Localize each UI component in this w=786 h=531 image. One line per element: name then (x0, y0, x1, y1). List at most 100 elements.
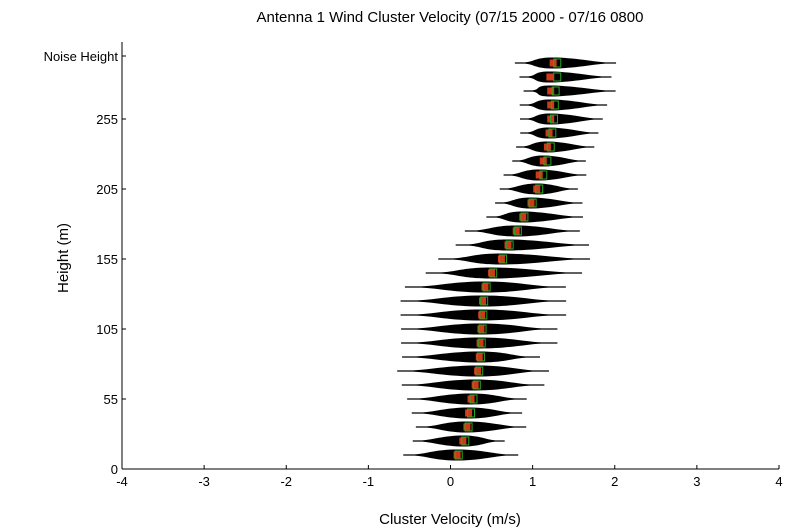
median-marker (465, 409, 473, 417)
distribution-body (446, 253, 582, 265)
x-tick-label: -1 (363, 474, 375, 489)
distribution-body (524, 113, 599, 125)
median-marker (467, 395, 475, 403)
mean-marker (543, 156, 552, 166)
distribution-band (401, 323, 558, 335)
distribution-band (401, 337, 558, 349)
median-marker (459, 437, 467, 445)
median-marker (512, 227, 520, 235)
median-marker (471, 381, 479, 389)
distribution-band (411, 407, 523, 419)
median-marker (519, 213, 527, 221)
median-marker (476, 339, 484, 347)
distribution-body (409, 351, 533, 363)
mean-marker (454, 450, 463, 460)
median-marker (474, 367, 482, 375)
distribution-body (507, 169, 582, 181)
mean-marker (546, 142, 555, 152)
mean-marker (553, 72, 562, 82)
median-marker (527, 199, 535, 207)
distribution-body (405, 365, 541, 377)
distribution-body (516, 155, 582, 167)
distribution-band (519, 113, 603, 125)
distribution-body (434, 267, 574, 279)
mean-marker (520, 212, 529, 222)
mean-marker (539, 170, 548, 180)
y-tick-label: 105 (96, 322, 118, 337)
distribution-band (523, 85, 616, 97)
distribution-band (438, 253, 591, 265)
x-tick-label: -3 (198, 474, 210, 489)
mean-marker (475, 366, 484, 376)
y-axis-label: Height (m) (55, 223, 72, 293)
median-marker (478, 311, 486, 319)
median-marker (479, 297, 487, 305)
distribution-band (415, 421, 527, 433)
median-marker (546, 73, 554, 81)
distribution-body (520, 57, 611, 69)
y-tick-label: 205 (96, 182, 118, 197)
x-axis-label: Cluster Velocity (m/s) (379, 511, 521, 528)
x-tick-label: 3 (693, 474, 700, 489)
distribution-band (400, 309, 567, 321)
mean-marker (464, 422, 473, 432)
x-tick-label: 2 (611, 474, 618, 489)
chart-title: Antenna 1 Wind Cluster Velocity (07/15 2… (257, 9, 644, 26)
median-marker (504, 241, 512, 249)
distribution-band (455, 239, 590, 251)
y-tick-label: 255 (96, 112, 118, 127)
median-marker (533, 185, 541, 193)
median-marker (463, 423, 471, 431)
mean-marker (461, 436, 470, 446)
median-marker (547, 87, 555, 95)
mean-marker (551, 86, 560, 96)
median-marker (535, 171, 543, 179)
distribution-band (402, 351, 541, 363)
y-tick-label: 55 (104, 392, 118, 407)
y-tick-label: Noise Height (44, 49, 119, 64)
mean-marker (469, 394, 478, 404)
distribution-band (401, 379, 545, 391)
y-tick-label: 155 (96, 252, 118, 267)
distribution-band (499, 183, 578, 195)
distribution-band (407, 393, 527, 405)
x-tick-label: -2 (280, 474, 292, 489)
mean-marker (476, 352, 485, 362)
mean-marker (549, 114, 558, 124)
distribution-body (524, 71, 607, 83)
distribution-band (464, 225, 580, 237)
mean-marker (472, 380, 481, 390)
mean-marker (513, 226, 522, 236)
mean-marker (548, 128, 557, 138)
median-marker (453, 451, 461, 459)
mean-marker (505, 240, 514, 250)
distribution-band (519, 99, 608, 111)
distribution-band (495, 197, 583, 209)
distribution-body (471, 225, 574, 237)
distribution-body (409, 449, 513, 461)
distribution-band (403, 449, 519, 461)
median-marker (539, 157, 547, 165)
distribution-band (516, 141, 595, 153)
x-tick-label: 0 (447, 474, 454, 489)
mean-marker (479, 310, 488, 320)
distribution-band (400, 295, 567, 307)
y-tick-label: 0 (111, 462, 118, 477)
distribution-band (397, 365, 549, 377)
distribution-body (528, 85, 611, 97)
distribution-body (413, 393, 521, 405)
distribution-band (514, 57, 617, 69)
mean-marker (480, 296, 489, 306)
distribution-body (524, 127, 595, 139)
distribution-band (486, 211, 583, 223)
distribution-band (512, 155, 586, 167)
distribution-body (491, 211, 578, 223)
mean-marker (499, 254, 508, 264)
distribution-body (524, 99, 603, 111)
distribution-band (519, 71, 612, 83)
mean-marker (489, 268, 498, 278)
median-marker (488, 269, 496, 277)
mean-marker (477, 338, 486, 348)
median-marker (549, 59, 557, 67)
